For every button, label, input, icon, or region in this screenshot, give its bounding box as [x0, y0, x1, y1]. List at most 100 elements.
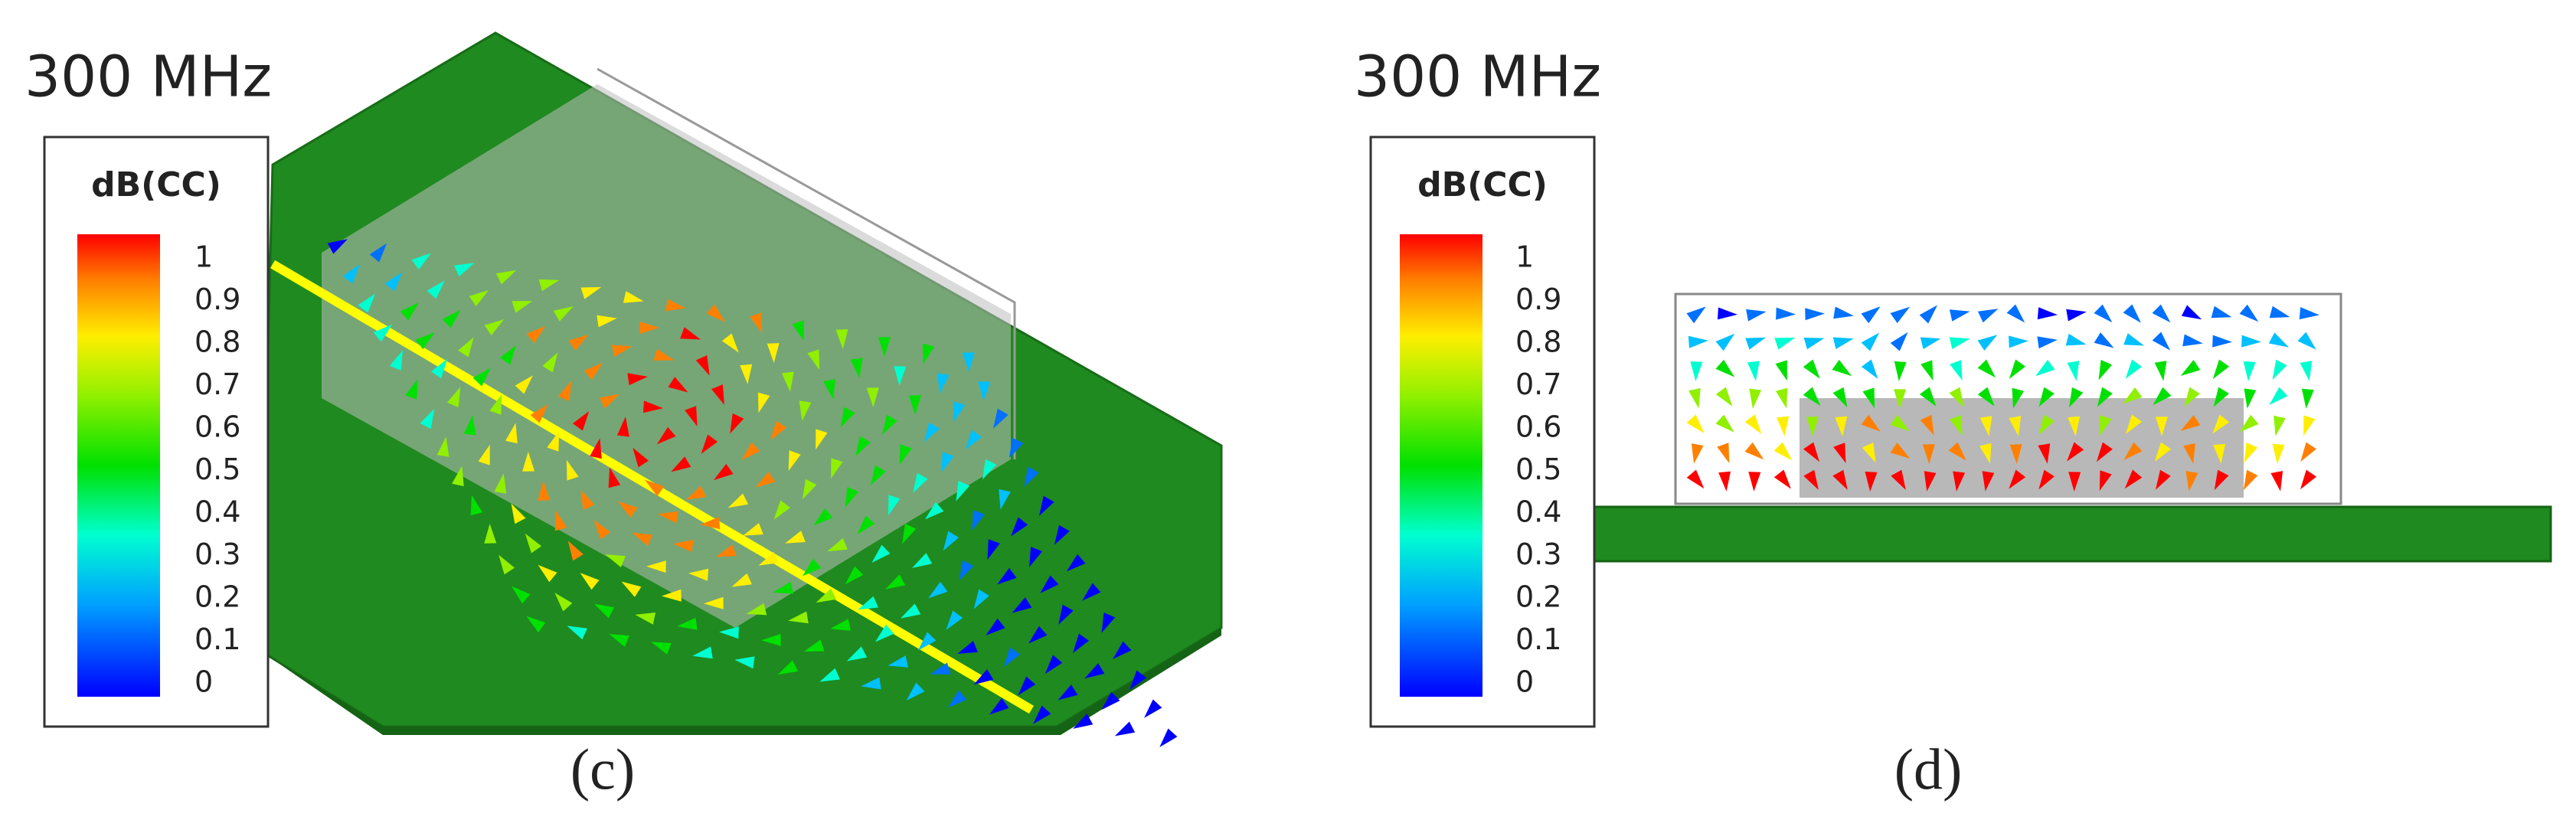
field-arrow [463, 415, 476, 436]
field-arrow [390, 350, 403, 371]
field-arrow [773, 582, 794, 594]
field-arrow [1977, 335, 1998, 351]
field-arrow [2035, 359, 2055, 377]
field-arrow [740, 364, 753, 384]
field-arrow [792, 320, 804, 341]
colorbar-tick-label: 0.9 [195, 283, 240, 316]
field-arrow [1861, 359, 1878, 379]
field-arrow [741, 442, 760, 460]
field-arrow [1861, 414, 1881, 432]
field-arrow [845, 566, 864, 585]
field-arrow [1744, 442, 1764, 460]
field-arrow [2124, 469, 2143, 489]
field-arrow [1040, 575, 1059, 593]
field-arrow [1861, 332, 1880, 351]
field-arrow [827, 537, 848, 552]
field-arrow [2038, 414, 2055, 435]
field-arrow [2123, 387, 2143, 404]
field-arrow [1977, 309, 1999, 323]
field-arrow [1688, 387, 1701, 409]
field-arrow [711, 384, 724, 405]
field-arrow [1949, 387, 1964, 408]
field-arrow [924, 501, 944, 520]
field-arrow [1114, 721, 1136, 737]
field-arrow [850, 358, 863, 378]
field-arrow [2300, 442, 2316, 462]
field-arrow [1717, 443, 1730, 464]
field-arrow [1054, 524, 1070, 545]
field-arrow [1833, 306, 1854, 319]
field-arrow [692, 646, 713, 659]
field-arrow [593, 603, 615, 619]
field-arrow [2123, 304, 2141, 323]
field-arrow [858, 596, 878, 610]
field-arrow [1066, 554, 1086, 572]
field-arrow [2069, 387, 2084, 408]
field-arrow [987, 539, 1000, 560]
colorbar-tick-label: 1 [1515, 240, 1534, 274]
field-arrow [1749, 388, 1762, 409]
field-arrow [928, 581, 948, 599]
field-arrow [572, 411, 590, 431]
field-arrow [845, 487, 859, 508]
field-arrow [453, 263, 475, 277]
field-arrow [500, 345, 517, 365]
field-arrow [1950, 360, 1963, 381]
field-arrow [2299, 307, 2319, 320]
field-arrow [816, 588, 837, 603]
field-arrow [2065, 333, 2087, 346]
field-arrow [1982, 471, 1995, 492]
colorbar-tick-label: 0.1 [195, 622, 240, 656]
field-arrow [2012, 387, 2025, 409]
field-arrow [2123, 333, 2144, 346]
field-arrow [957, 641, 978, 654]
field-arrow [2303, 415, 2316, 436]
field-arrow [1949, 309, 1970, 322]
field-arrow [973, 589, 989, 609]
field-arrow [2009, 469, 2026, 489]
field-arrow [2038, 443, 2051, 464]
field-arrow [1688, 335, 1708, 348]
field-arrow [2269, 305, 2290, 318]
colorbar [77, 234, 160, 697]
field-arrow [1101, 612, 1116, 633]
field-arrow [2244, 388, 2257, 409]
field-arrow [704, 596, 724, 609]
field-arrow [580, 489, 595, 511]
field-arrow [2214, 469, 2229, 491]
field-arrow [668, 377, 688, 393]
field-arrow [773, 500, 791, 520]
field-arrow [1832, 359, 1852, 377]
field-arrow [937, 373, 950, 394]
field-arrow [1058, 684, 1078, 701]
field-arrow [1922, 444, 1935, 464]
field-arrow [2241, 335, 2261, 348]
field-arrow [978, 381, 991, 401]
field-arrow [1890, 306, 1911, 324]
field-arrow [1144, 699, 1162, 718]
field-arrow [580, 287, 602, 299]
field-arrow [1977, 359, 1996, 378]
field-arrow [956, 481, 970, 501]
field-arrow [469, 289, 489, 306]
field-arrow [731, 573, 752, 587]
field-arrow [2274, 415, 2286, 436]
field-arrow [871, 465, 886, 485]
field-arrow [1008, 437, 1024, 459]
field-arrow [999, 488, 1011, 510]
field-arrow [1686, 306, 1706, 324]
field-arrow [908, 395, 921, 415]
field-arrow [922, 343, 935, 364]
field-arrow [1113, 641, 1132, 659]
field-arrow [642, 400, 663, 413]
field-arrow [373, 324, 393, 342]
field-arrow [1773, 469, 1791, 489]
field-arrow [913, 472, 928, 493]
field-arrow [472, 368, 491, 387]
field-arrow [1691, 443, 1704, 464]
field-arrow [584, 362, 603, 381]
field-arrow [1803, 338, 1825, 350]
field-arrow [830, 619, 851, 631]
field-arrow [2097, 387, 2113, 407]
